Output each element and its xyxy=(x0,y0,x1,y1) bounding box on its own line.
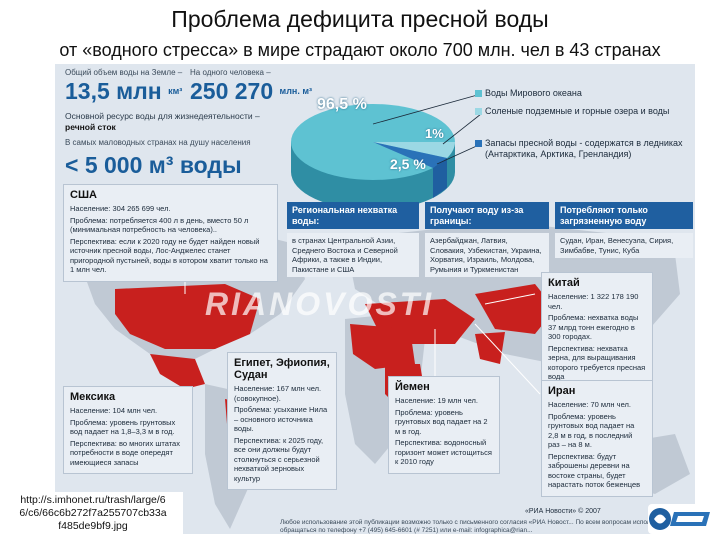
total-water-value: 13,5 млн км³ xyxy=(65,78,183,104)
card-yemen: Йемен Население: 19 млн чел. Проблема: у… xyxy=(388,376,500,474)
slide-subtitle: от «водного стресса» в мире страдают око… xyxy=(59,40,661,60)
category-borders: Получают воду из-за границы: Азербайджан… xyxy=(425,202,549,277)
groundwater-pct: 1% xyxy=(425,126,444,141)
watermark: RIANOVOSTI xyxy=(205,286,435,322)
card-egypt: Египет, Эфиопия, Судан Население: 167 мл… xyxy=(227,352,337,490)
india-region xyxy=(475,332,505,364)
fresh-pct: 2,5 % xyxy=(390,156,426,172)
source-url: http://s.imhonet.ru/trash/large/6 6/c6/6… xyxy=(3,492,183,535)
driest-value: < 5 000 м³ воды xyxy=(65,152,242,178)
resource-label: Основной ресурс воды для жизнедеятельнос… xyxy=(65,111,260,132)
driest-label: В самых маловодных странах на душу насел… xyxy=(65,138,251,147)
mexico-region xyxy=(150,354,205,389)
category-polluted: Потребляют только загрязненную воду Суда… xyxy=(555,202,693,258)
china-region xyxy=(475,284,555,334)
total-water-label: Общий объем воды на Земле – xyxy=(65,68,183,77)
infographic: Общий объем воды на Земле – 13,5 млн км³… xyxy=(55,64,695,534)
slide-title: Проблема дефицита пресной воды xyxy=(171,6,549,32)
per-person-value: 250 270 млн. м³ xyxy=(190,78,312,104)
card-usa: США Население: 304 265 699 чел. Проблема… xyxy=(63,184,278,282)
north-africa-region xyxy=(350,324,415,369)
card-china: Китай Население: 1 322 178 190 чел. Проб… xyxy=(541,272,653,389)
ocean-pct: 96,5 % xyxy=(317,96,367,113)
legend-fresh: Запасы пресной воды - содержатся в ледни… xyxy=(475,138,690,160)
legend-ocean: Воды Мирового океана xyxy=(475,88,690,99)
card-mexico: Мексика Население: 104 млн чел. Проблема… xyxy=(63,386,193,474)
per-person-label: На одного человека – xyxy=(190,68,271,77)
water-pie-chart xyxy=(291,104,455,210)
footer-credit: «РИА Новости» © 2007 xyxy=(525,508,601,515)
category-regional: Региональная нехватка воды: в странах Це… xyxy=(287,202,419,277)
brand-logo xyxy=(648,504,714,534)
usa-region xyxy=(115,284,260,349)
footer-note: Любое использование этой публикации возм… xyxy=(280,519,679,534)
card-iran: Иран Население: 70 млн чел. Проблема: ур… xyxy=(541,380,653,497)
legend-groundwater: Соленые подземные и горные озера и воды xyxy=(475,106,690,117)
